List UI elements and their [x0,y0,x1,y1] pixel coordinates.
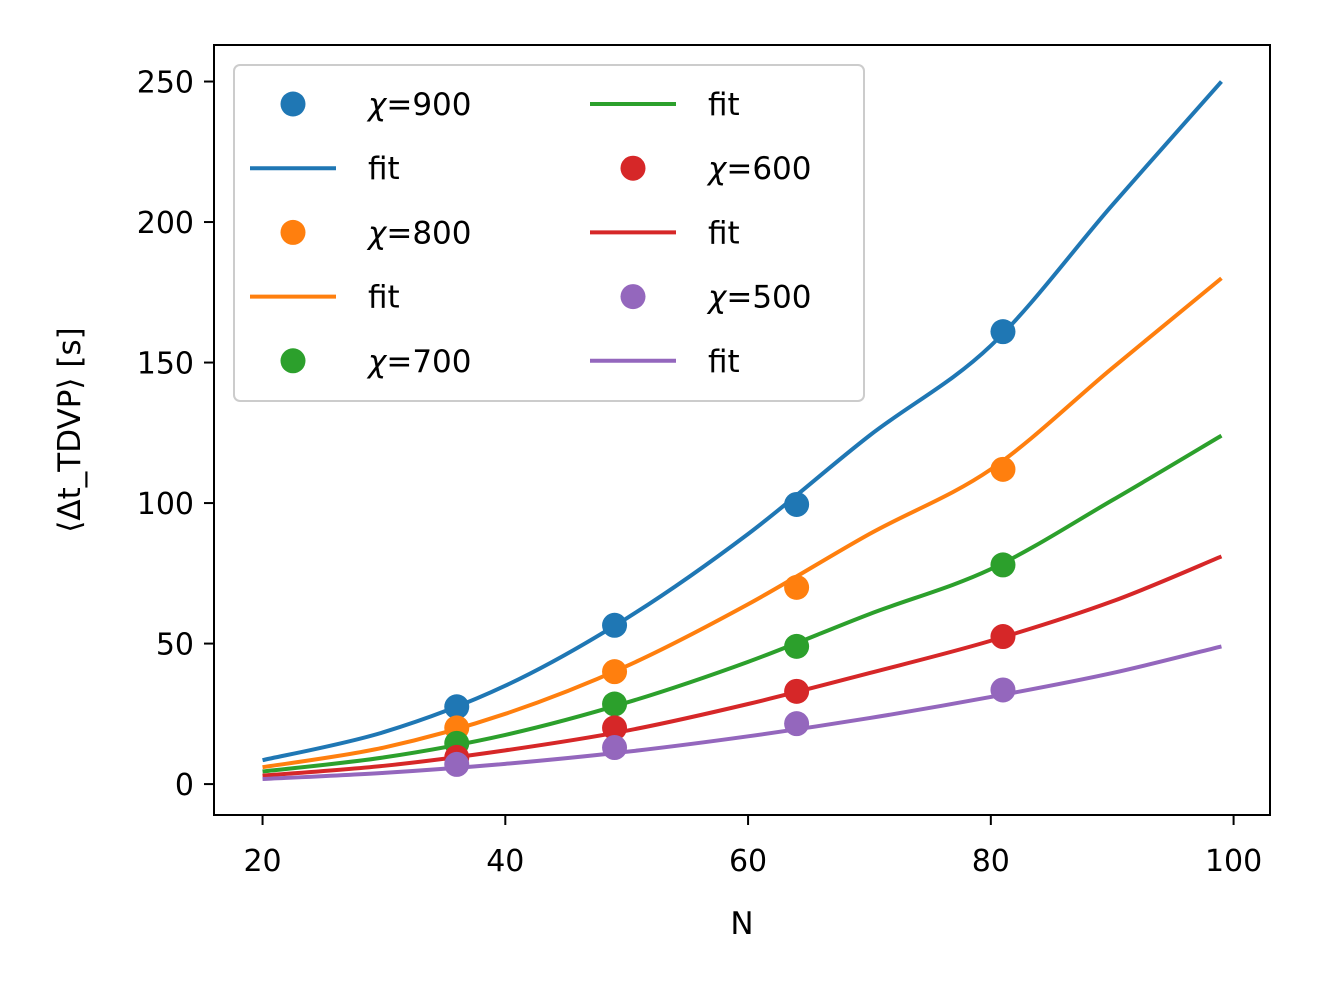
legend-marker-series-4 [620,284,646,310]
legend-label-series-0: χ=900 [366,87,472,123]
fit-line-series-0 [262,80,1223,763]
data-point-series-2 [602,691,628,717]
fit-line-series-1 [262,276,1223,770]
y-axis-label: ⟨Δt_TDVP⟩ [s] [52,327,88,532]
plot-frame [213,44,1271,816]
data-points [444,319,1016,777]
legend-marker-series-1 [280,219,306,245]
data-point-series-0 [444,694,470,720]
y-tick-label: 250 [137,66,194,101]
legend-marker-series-2 [280,348,306,374]
y-tick-label: 200 [137,206,194,241]
legend-label-series-4: χ=500 [706,280,812,316]
fit-line-series-4 [262,644,1222,782]
data-point-series-3 [784,678,810,704]
x-tick-label: 20 [243,844,281,879]
legend-label-series-3: fit [708,215,740,251]
data-point-series-0 [784,491,810,517]
fit-line-series-2 [262,433,1223,774]
legend-label-series-0: fit [368,151,400,187]
legend-label-series-1: χ=800 [366,215,472,251]
data-point-series-4 [444,751,470,777]
data-point-series-3 [990,624,1016,650]
data-point-series-2 [990,552,1016,578]
legend: χ=900 fit χ=800 fit χ=700 fit χ=600 fit χ=500 fit [233,64,865,402]
data-point-series-3 [602,715,628,741]
fit-line-series-3 [262,554,1223,778]
data-point-series-1 [784,574,810,600]
y-tick-label: 100 [137,487,194,522]
x-tick-label: 100 [1205,844,1262,879]
legend-label-series-4: fit [708,344,740,380]
legend-label-series-3: χ=600 [706,151,812,187]
data-point-series-1 [990,456,1016,482]
data-point-series-4 [990,677,1016,703]
legend-marker-series-0 [280,91,306,117]
legend-marker-series-3 [620,155,646,181]
legend-label-series-1: fit [368,280,400,316]
data-point-series-2 [784,633,810,659]
data-point-series-0 [990,319,1016,345]
legend-frame [233,64,865,402]
y-tick-label: 50 [156,628,194,663]
y-tick-label: 150 [137,347,194,382]
x-axis-label: N [730,906,753,942]
fit-lines [262,80,1223,782]
y-tick-label: 0 [175,768,194,803]
data-point-series-4 [784,711,810,737]
y-axis-ticks: 0 50 100 150 200 250 [137,66,214,803]
x-tick-label: 60 [729,844,767,879]
data-point-series-1 [602,659,628,685]
data-point-series-4 [602,735,628,761]
data-point-series-0 [602,612,628,638]
x-tick-label: 80 [972,844,1010,879]
x-axis-ticks: 20 40 60 80 100 [243,815,1262,879]
legend-label-series-2: χ=700 [366,344,472,380]
legend-label-series-2: fit [708,87,740,123]
x-tick-label: 40 [486,844,524,879]
